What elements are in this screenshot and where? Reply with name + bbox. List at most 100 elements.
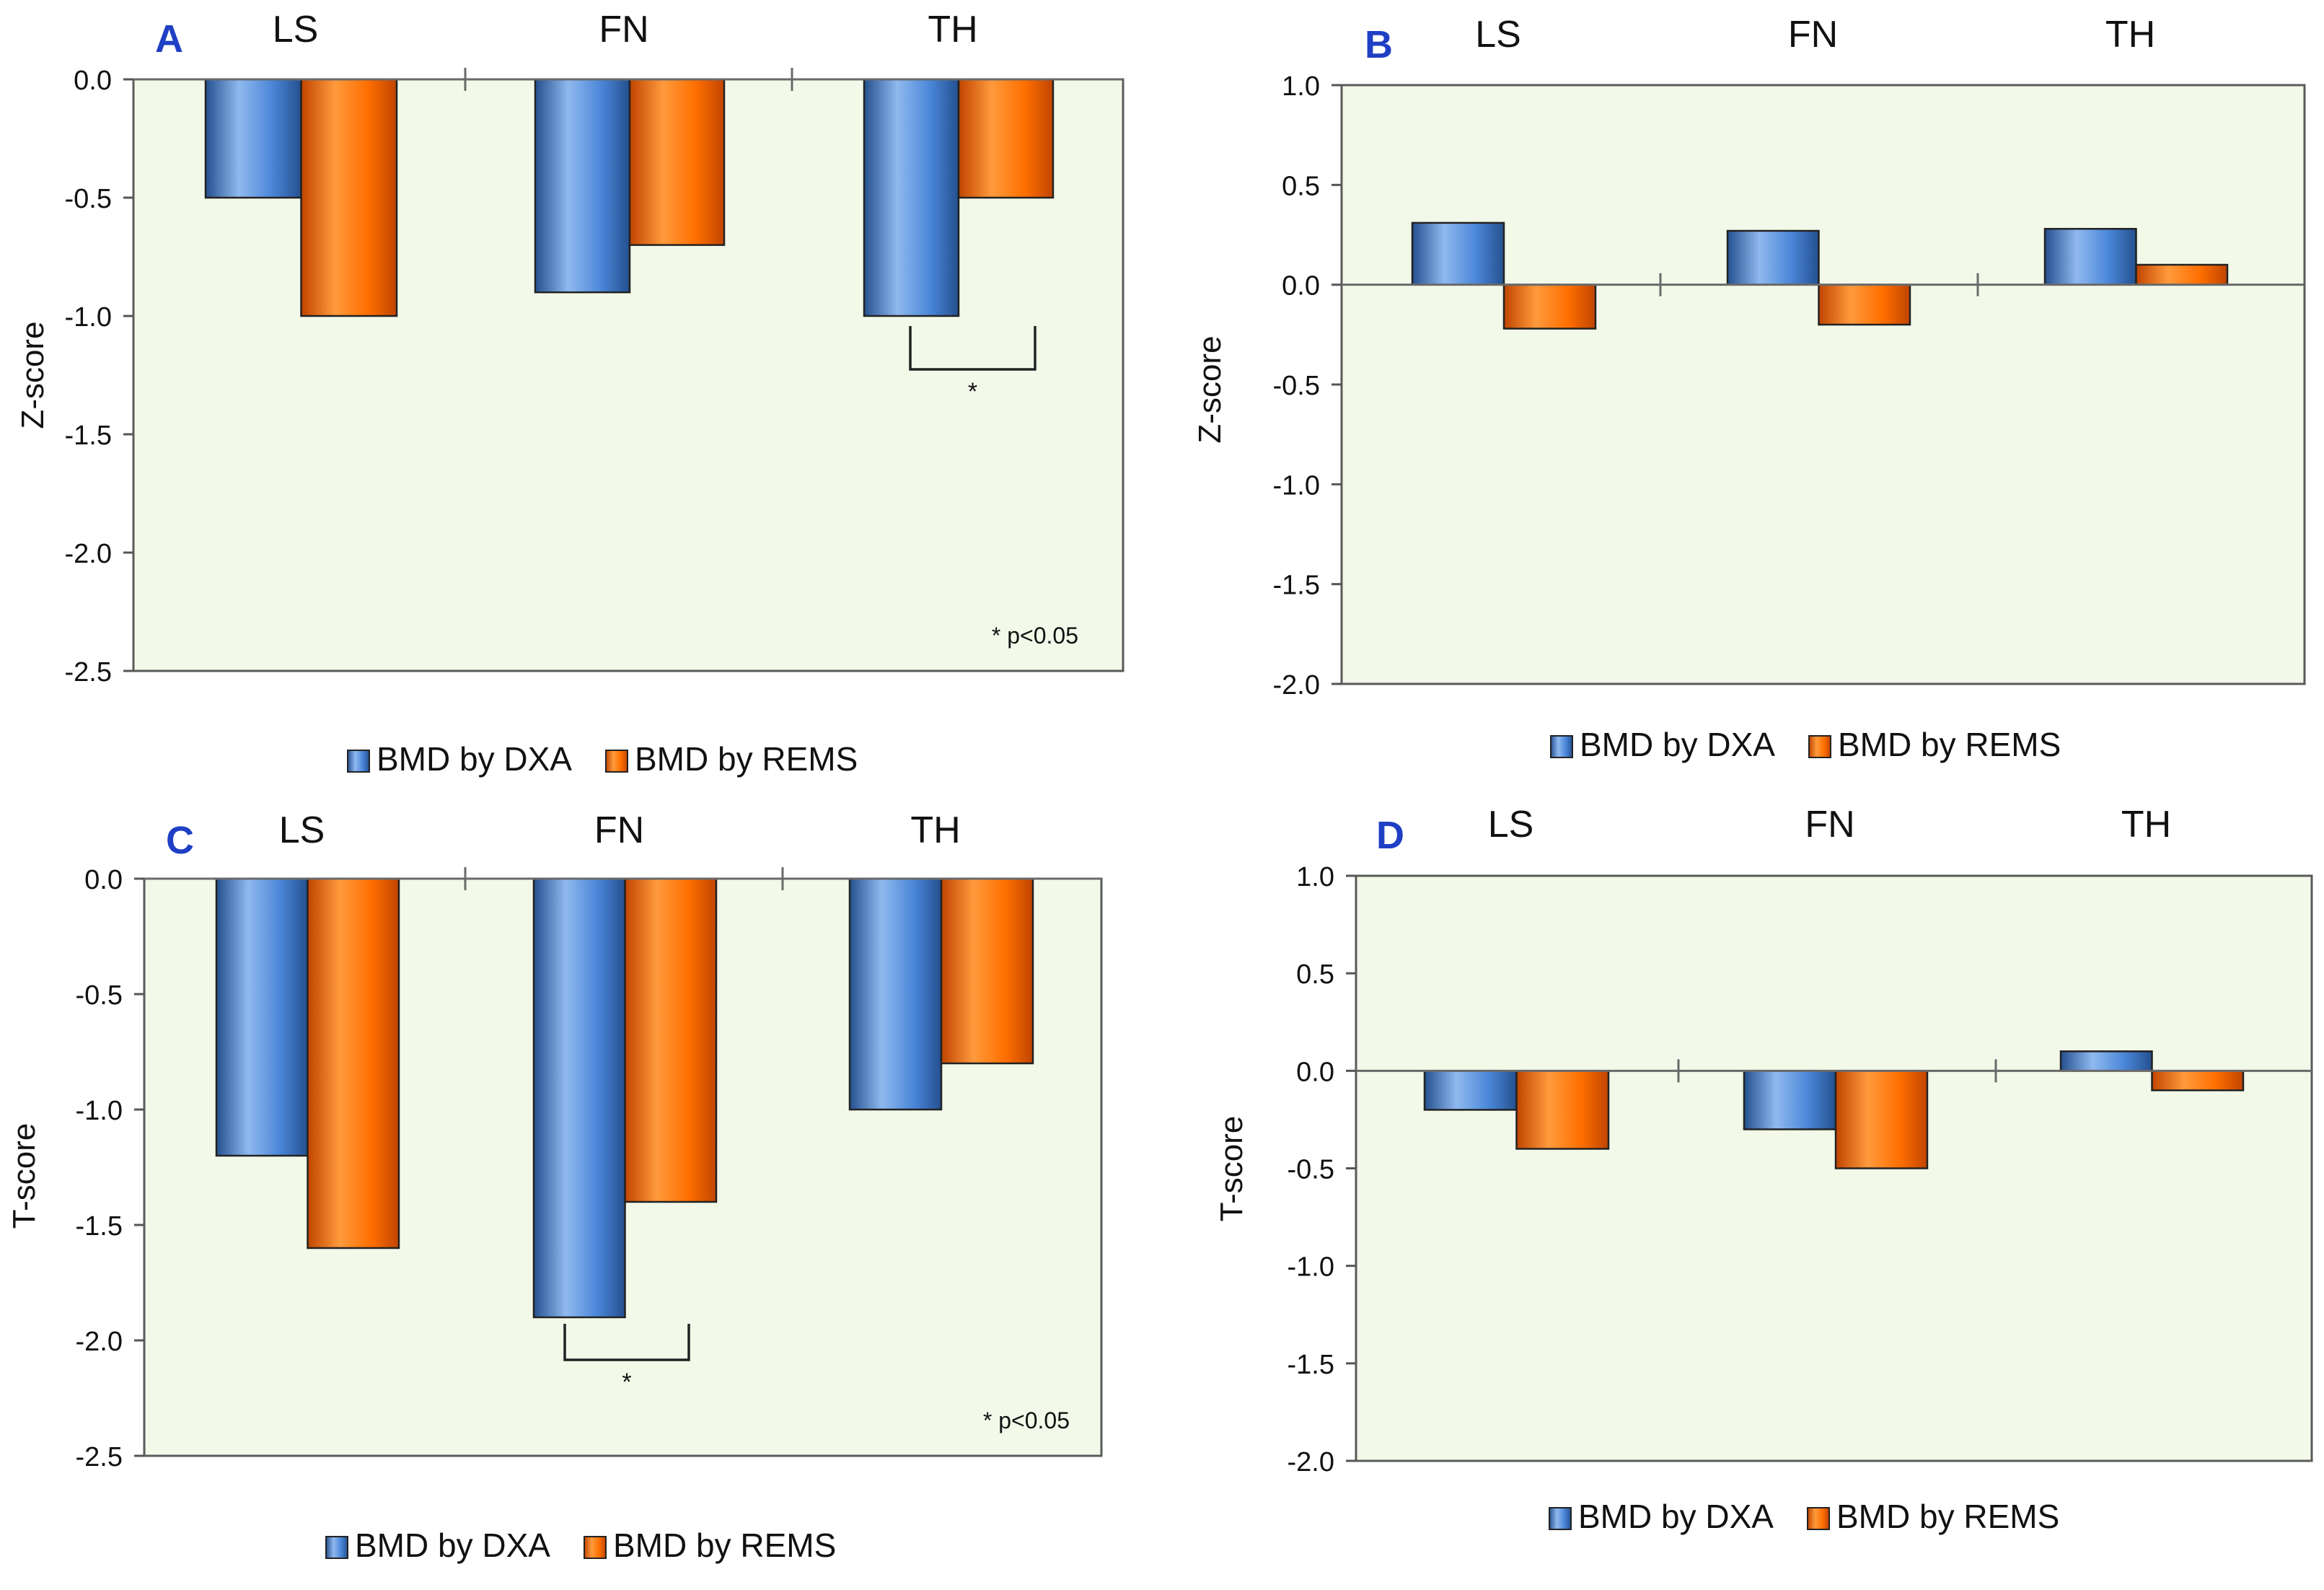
y-axis-label: Z-score (15, 321, 50, 429)
bar-dxa-th (2059, 1050, 2153, 1072)
bar-dxa-fn (1726, 229, 1820, 286)
bar-rems-th (940, 877, 1034, 1065)
chart-panel-a: 0.0 -0.5 -1.0 -1.5 -2.0 -2.5 Z-score LS FN TH A * * … (15, 9, 1124, 778)
bar-dxa-th (848, 877, 943, 1111)
y-tick-label: -2.5 (76, 1442, 123, 1472)
legend-swatch-dxa (1550, 735, 1573, 758)
panel-letter: D (1376, 814, 1404, 857)
chart-panel-c: 0.0 -0.5 -1.0 -1.5 -2.0 -2.5 T-score LS FN TH C * * … (6, 809, 1103, 1564)
category-label-ls: LS (1475, 14, 1521, 56)
legend-label-dxa: BMD by DXA (1578, 1498, 1774, 1535)
category-label-ls: LS (279, 809, 325, 851)
y-tick-label: 0.5 (1282, 171, 1320, 201)
y-axis-label: T-score (6, 1123, 42, 1229)
y-tick-label: 1.0 (1296, 862, 1334, 892)
bar-dxa-fn (532, 877, 626, 1319)
legend-label-rems: BMD by REMS (635, 740, 858, 778)
bar-dxa-fn (534, 78, 631, 294)
bar-rems-ls (1502, 284, 1597, 330)
legend-swatch-rems (584, 1536, 607, 1559)
bar-dxa-ls (215, 877, 309, 1157)
bar-dxa-ls (204, 78, 302, 199)
bar-rems-ls (307, 877, 400, 1249)
y-tick-label: -0.5 (76, 980, 123, 1011)
legend-label-dxa: BMD by DXA (1580, 726, 1775, 763)
y-tick-label: -0.5 (1288, 1155, 1334, 1185)
y-tick-label: -2.0 (76, 1327, 123, 1357)
p-value-note: * p<0.05 (992, 623, 1078, 649)
panel-letter: A (155, 17, 183, 61)
y-tick-label: -2.0 (65, 539, 112, 569)
y-tick-label: -1.5 (1273, 571, 1320, 601)
legend-swatch-rems (1808, 735, 1831, 758)
category-label-th: TH (910, 809, 960, 851)
chart-panel-d: 1.0 0.5 0.0 -0.5 -1.0 -1.5 -2.0 T-score LS FN TH D B… (1214, 804, 2313, 1535)
category-label-th: TH (2105, 14, 2155, 56)
legend: BMD by DXA BMD by REMS (1549, 1498, 2059, 1535)
legend-swatch-rems (1807, 1507, 1830, 1530)
legend-label-rems: BMD by REMS (613, 1527, 836, 1564)
category-label-th: TH (928, 9, 977, 50)
y-tick-label: 0.5 (1296, 959, 1334, 990)
bar-rems-fn (1818, 284, 1911, 326)
category-label-fn: FN (1805, 804, 1854, 845)
bar-dxa-ls (1411, 221, 1505, 286)
legend-label-dxa: BMD by DXA (377, 740, 572, 778)
y-tick-label: -0.5 (65, 184, 112, 214)
legend-label-rems: BMD by REMS (1838, 726, 2061, 763)
bar-rems-fn (624, 877, 718, 1203)
legend: BMD by DXA BMD by REMS (325, 1527, 836, 1564)
category-label-ls: LS (1488, 804, 1534, 845)
bar-rems-ls (300, 78, 398, 317)
y-tick-label: -1.5 (76, 1211, 123, 1242)
y-tick-label: 1.0 (1282, 71, 1320, 102)
bar-rems-fn (628, 78, 726, 246)
bar-rems-th (2151, 1070, 2245, 1092)
plot-area (1355, 874, 2313, 1462)
bar-dxa-th (863, 78, 960, 317)
category-label-fn: FN (1788, 14, 1838, 56)
y-tick-label: -2.5 (65, 657, 112, 688)
y-tick-label: 0.0 (1296, 1057, 1334, 1087)
y-tick-label: -1.0 (1288, 1252, 1334, 1283)
panel-letter: B (1365, 23, 1393, 66)
category-label-fn: FN (594, 809, 644, 851)
plot-area (1340, 84, 2306, 685)
legend: BMD by DXA BMD by REMS (347, 740, 858, 778)
category-label-fn: FN (599, 9, 648, 50)
y-axis-label: Z-score (1192, 335, 1228, 443)
y-tick-label: 0.0 (74, 66, 112, 96)
y-axis-label: T-score (1214, 1116, 1249, 1222)
y-tick-label: -1.0 (1273, 470, 1320, 501)
y-tick-label: -1.0 (76, 1096, 123, 1126)
bar-rems-th (957, 78, 1055, 199)
y-tick-label: -1.5 (65, 421, 112, 451)
bar-dxa-fn (1743, 1070, 1837, 1130)
y-tick-label: 0.0 (84, 865, 123, 895)
p-value-note: * p<0.05 (983, 1407, 1070, 1433)
category-label-th: TH (2121, 804, 2171, 845)
y-tick-label: -2.0 (1288, 1447, 1334, 1477)
legend-swatch-dxa (347, 750, 370, 773)
bar-dxa-th (2043, 227, 2137, 286)
y-tick-label: -2.0 (1273, 670, 1320, 700)
chart-panel-b: 1.0 0.5 0.0 -0.5 -1.0 -1.5 -2.0 Z-score LS FN TH B B… (1192, 14, 2306, 763)
legend-swatch-rems (605, 750, 628, 773)
significance-bracket (563, 1324, 690, 1361)
significance-marker: * (968, 378, 977, 405)
bar-dxa-ls (1423, 1070, 1518, 1111)
y-tick-label: -1.5 (1288, 1350, 1334, 1380)
legend-label-dxa: BMD by DXA (355, 1527, 550, 1564)
y-tick-label: -1.0 (65, 302, 112, 333)
category-label-ls: LS (273, 9, 319, 50)
y-tick-label: -0.5 (1273, 371, 1320, 401)
panel-letter: C (166, 819, 194, 862)
legend-label-rems: BMD by REMS (1836, 1498, 2059, 1535)
legend-swatch-dxa (1549, 1507, 1572, 1530)
significance-bracket (909, 326, 1036, 371)
bar-rems-th (2135, 263, 2229, 286)
legend-swatch-dxa (325, 1536, 348, 1559)
bar-rems-ls (1515, 1070, 1610, 1150)
bar-rems-fn (1834, 1070, 1929, 1169)
